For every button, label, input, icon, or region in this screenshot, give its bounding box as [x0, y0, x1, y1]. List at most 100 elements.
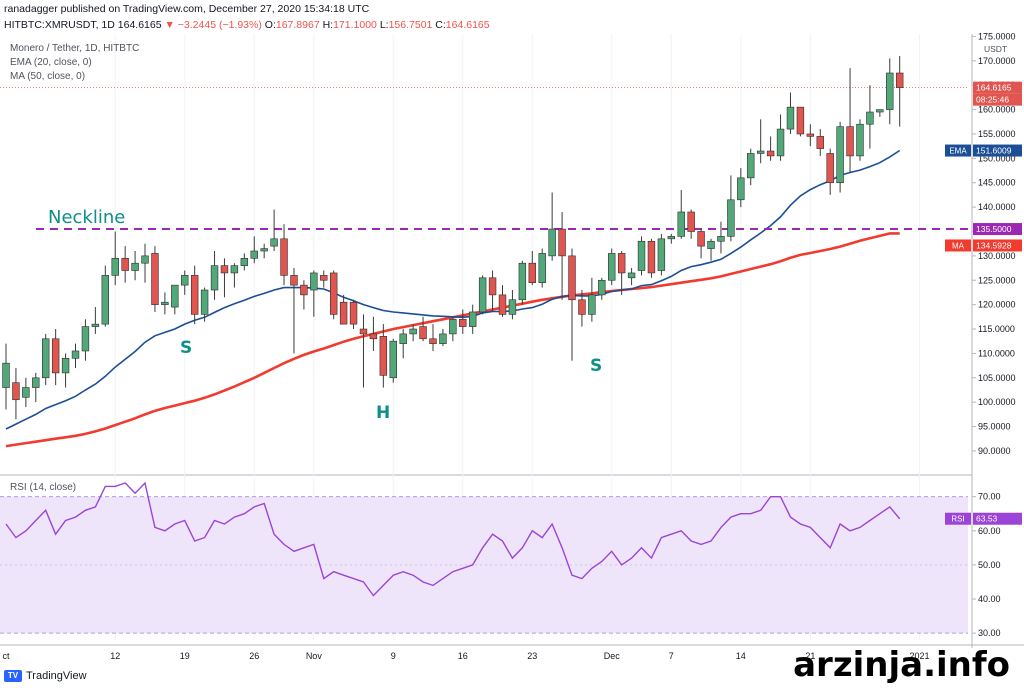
candle-body[interactable] [866, 111, 874, 125]
candle-body[interactable] [776, 128, 785, 157]
candle-body[interactable] [339, 301, 348, 325]
candle-body[interactable] [329, 272, 338, 315]
candle-body[interactable] [260, 248, 268, 252]
candle-body[interactable] [766, 150, 775, 157]
candle-body[interactable] [747, 153, 755, 179]
candle-body[interactable] [846, 126, 854, 157]
rsi-legend[interactable]: RSI (14, close) [10, 482, 77, 493]
candle-body[interactable] [548, 228, 556, 257]
candle-body[interactable] [608, 253, 616, 281]
tradingview-logo[interactable]: TV TradingView [4, 670, 87, 682]
candle-body[interactable] [826, 153, 834, 184]
candle-body[interactable] [677, 211, 685, 237]
candle-body[interactable] [349, 301, 358, 325]
candle-body[interactable] [101, 275, 110, 325]
candle-body[interactable] [498, 294, 507, 315]
candle-body[interactable] [558, 228, 566, 257]
candle-body[interactable] [895, 72, 904, 88]
candle-body[interactable] [796, 106, 805, 135]
candle-body[interactable] [181, 275, 189, 286]
candle-body[interactable] [51, 338, 60, 374]
candle-body[interactable] [419, 326, 427, 340]
candle-body[interactable] [71, 350, 80, 359]
candle-body[interactable] [528, 262, 536, 283]
candle-body[interactable] [270, 238, 278, 247]
candle-body[interactable] [220, 265, 229, 274]
candle-body[interactable] [429, 338, 437, 344]
candle-body[interactable] [280, 238, 288, 276]
candle-body[interactable] [717, 236, 725, 242]
candle-body[interactable] [240, 258, 249, 266]
candle-body[interactable] [42, 338, 50, 379]
candle-body[interactable] [141, 255, 149, 264]
candle-body[interactable] [61, 357, 70, 374]
candle-body[interactable] [588, 294, 596, 315]
candle-body[interactable] [32, 377, 40, 388]
candle-body[interactable] [856, 123, 864, 157]
candle-body[interactable] [399, 333, 407, 344]
candle-body[interactable] [290, 275, 298, 286]
candle-body[interactable] [121, 258, 129, 271]
candle-body[interactable] [131, 262, 139, 271]
candle-body[interactable] [469, 311, 477, 327]
candle-body[interactable] [568, 255, 576, 301]
candle-body[interactable] [697, 231, 705, 247]
ema-legend[interactable]: EMA (20, close, 0) [10, 57, 92, 68]
chart-title[interactable]: Monero / Tether, 1D, HITBTC [10, 43, 140, 54]
candle-body[interactable] [250, 250, 258, 259]
candle-body[interactable] [439, 333, 447, 344]
candle-body[interactable] [508, 299, 517, 315]
candle-body[interactable] [637, 240, 646, 271]
candle-body[interactable] [806, 133, 815, 137]
candle-body[interactable] [190, 275, 199, 315]
candle-body[interactable] [111, 258, 119, 276]
countdown-badge-box [973, 93, 1022, 106]
candle-body[interactable] [727, 199, 735, 237]
candle-body[interactable] [459, 318, 467, 327]
candle-body[interactable] [81, 326, 90, 352]
candle-body[interactable] [598, 279, 606, 296]
candle-body[interactable] [756, 150, 765, 154]
candle-body[interactable] [816, 136, 824, 149]
candle-body[interactable] [161, 301, 169, 305]
candle-body[interactable] [667, 236, 676, 240]
candle-body[interactable] [836, 126, 844, 184]
candle-body[interactable] [379, 336, 388, 376]
candle-body[interactable] [230, 265, 239, 274]
candle-body[interactable] [786, 106, 795, 130]
candle-body[interactable] [538, 253, 546, 283]
candle-body[interactable] [210, 265, 219, 291]
candle-body[interactable] [737, 177, 745, 201]
candle-body[interactable] [151, 253, 159, 305]
ma-legend[interactable]: MA (50, close, 0) [10, 71, 86, 82]
candle-body[interactable] [389, 340, 397, 379]
candle-body[interactable] [647, 240, 656, 274]
candle-body[interactable] [488, 277, 497, 296]
candle-body[interactable] [22, 387, 30, 398]
candle-body[interactable] [657, 238, 666, 271]
candle-body[interactable] [518, 262, 527, 301]
candle-body[interactable] [478, 277, 487, 313]
candle-body[interactable] [300, 284, 308, 296]
rsi-tick-label: 70.00 [978, 492, 1001, 502]
candle-body[interactable] [359, 328, 368, 335]
candle-body[interactable] [12, 382, 20, 401]
candle-body[interactable] [886, 72, 894, 110]
candle-body[interactable] [409, 328, 417, 335]
candle-body[interactable] [91, 323, 100, 327]
candle-body[interactable] [687, 211, 695, 232]
head-label: H [376, 403, 391, 423]
candle-body[interactable] [171, 284, 179, 308]
candle-body[interactable] [876, 109, 884, 113]
candle-body[interactable] [578, 299, 586, 315]
candle-body[interactable] [200, 289, 209, 315]
candle-body[interactable] [449, 318, 457, 335]
candle-body[interactable] [2, 362, 10, 388]
candle-body[interactable] [310, 272, 318, 291]
candle-body[interactable] [369, 333, 378, 340]
candle-body[interactable] [320, 275, 328, 281]
candle-body[interactable] [617, 253, 626, 274]
candle-body[interactable] [627, 272, 636, 279]
candle-body[interactable] [707, 240, 715, 249]
